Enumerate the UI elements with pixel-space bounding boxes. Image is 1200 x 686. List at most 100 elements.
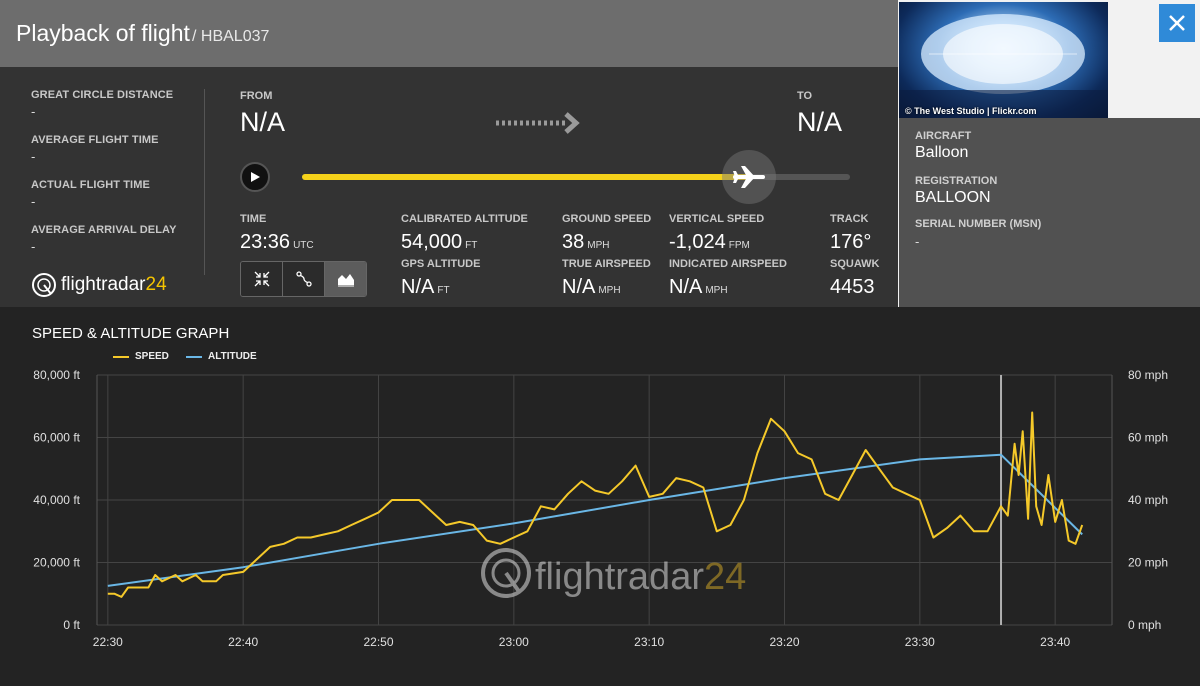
- registration-value: BALLOON: [915, 189, 991, 206]
- legend-altitude-label: ALTITUDE: [208, 351, 257, 362]
- x-tick-label: 23:00: [499, 635, 529, 649]
- time-label: TIME: [240, 213, 267, 225]
- logo-text-accent: 24: [145, 274, 167, 295]
- play-button[interactable]: [240, 162, 270, 192]
- x-tick-label: 22:50: [363, 635, 393, 649]
- y-right-tick-label: 20 mph: [1128, 556, 1168, 570]
- x-tick-label: 22:30: [93, 635, 123, 649]
- aircraft-value: Balloon: [915, 144, 969, 161]
- vertical-speed-unit: FPM: [728, 240, 750, 251]
- flight-number: / HBAL037: [192, 28, 270, 45]
- from-label: FROM: [240, 90, 273, 102]
- playback-progress-fill: [302, 174, 752, 180]
- legend-speed[interactable]: SPEED: [113, 351, 169, 362]
- route-view-button[interactable]: [283, 262, 325, 296]
- calibrated-altitude-label: CALIBRATED ALTITUDE: [401, 213, 528, 225]
- indicated-airspeed-number: N/A: [669, 276, 703, 298]
- y-right-tick-label: 60 mph: [1128, 431, 1168, 445]
- svg-text:flightradar24: flightradar24: [535, 556, 746, 598]
- stat-label: ACTUAL FLIGHT TIME: [31, 179, 150, 191]
- radar-icon: [32, 273, 56, 297]
- time-unit: UTC: [293, 240, 314, 251]
- y-right-tick-label: 40 mph: [1128, 493, 1168, 507]
- y-left-tick-label: 60,000 ft: [33, 431, 80, 445]
- stat-label: AVERAGE ARRIVAL DELAY: [31, 224, 177, 236]
- playback-handle[interactable]: [722, 150, 776, 204]
- playback-slider[interactable]: [302, 174, 850, 180]
- calibrated-altitude-value: 54,000 FT: [401, 231, 477, 254]
- play-icon: [251, 172, 260, 182]
- track-value: 176°: [830, 231, 872, 253]
- stat-value: -: [31, 149, 36, 164]
- collapse-view-button[interactable]: [241, 262, 283, 296]
- y-left-tick-label: 40,000 ft: [33, 493, 80, 507]
- x-tick-label: 23:40: [1040, 635, 1070, 649]
- calibrated-altitude-unit: FT: [465, 240, 478, 251]
- legend-altitude[interactable]: ALTITUDE: [186, 351, 257, 362]
- close-icon: [1169, 15, 1185, 31]
- time-number: 23:36: [240, 231, 291, 253]
- airplane-icon: [733, 166, 765, 188]
- true-airspeed-label: TRUE AIRSPEED: [562, 258, 651, 270]
- true-airspeed-value: N/A MPH: [562, 276, 621, 299]
- stat-label: GREAT CIRCLE DISTANCE: [31, 89, 174, 101]
- y-left-tick-label: 20,000 ft: [33, 556, 80, 570]
- aircraft-photo[interactable]: © The West Studio | Flickr.com: [899, 2, 1108, 118]
- vertical-speed-number: -1,024: [669, 231, 726, 253]
- y-right-tick-label: 0 mph: [1128, 618, 1161, 632]
- indicated-airspeed-value: N/A MPH: [669, 276, 728, 299]
- balloon-photo-image: [899, 14, 1108, 118]
- calibrated-altitude-number: 54,000: [401, 231, 463, 253]
- y-left-tick-label: 80,000 ft: [33, 368, 80, 382]
- page-title: Playback of flight: [16, 20, 190, 46]
- track-label: TRACK: [830, 213, 869, 225]
- flight-stats: GREAT CIRCLE DISTANCE - AVERAGE FLIGHT T…: [31, 89, 177, 269]
- aircraft-label: AIRCRAFT: [915, 130, 972, 142]
- indicated-airspeed-unit: MPH: [705, 285, 728, 296]
- indicated-airspeed-label: INDICATED AIRSPEED: [669, 258, 787, 270]
- true-airspeed-number: N/A: [562, 276, 596, 298]
- stat-average-arrival-delay: AVERAGE ARRIVAL DELAY -: [31, 224, 177, 254]
- to-value: N/A: [797, 107, 843, 137]
- stat-value: -: [31, 104, 36, 119]
- logo-text-main: flightradar: [61, 274, 146, 295]
- x-tick-label: 23:10: [634, 635, 664, 649]
- vertical-speed-value: -1,024 FPM: [669, 231, 750, 254]
- stat-average-flight-time: AVERAGE FLIGHT TIME -: [31, 134, 177, 164]
- header-bar: Playback of flight / HBAL037: [0, 0, 898, 67]
- gps-altitude-number: N/A: [401, 276, 435, 298]
- legend-speed-label: SPEED: [135, 351, 169, 362]
- close-button[interactable]: [1159, 4, 1195, 42]
- squawk-label: SQUAWK: [830, 258, 880, 270]
- to-label: TO: [797, 90, 813, 102]
- flightradar24-watermark: flightradar24: [481, 548, 746, 598]
- area-chart-icon: [337, 274, 354, 287]
- route-path-icon: [295, 271, 312, 287]
- speed-series-line: [107, 411, 1084, 598]
- stat-value: -: [31, 194, 36, 209]
- registration-label: REGISTRATION: [915, 175, 998, 187]
- photo-credit[interactable]: © The West Studio | Flickr.com: [905, 106, 1037, 116]
- ground-speed-label: GROUND SPEED: [562, 213, 652, 225]
- squawk-value: 4453: [830, 276, 875, 298]
- x-tick-label: 23:20: [769, 635, 799, 649]
- route-arrow-icon: [496, 112, 580, 134]
- altitude-series-line: [107, 453, 1083, 587]
- y-right-tick-label: 80 mph: [1128, 368, 1168, 382]
- divider: [204, 89, 205, 275]
- y-left-tick-label: 0 ft: [63, 618, 80, 632]
- flight-info-panel: GREAT CIRCLE DISTANCE - AVERAGE FLIGHT T…: [0, 67, 898, 307]
- x-tick-label: 23:30: [905, 635, 935, 649]
- graph-title: SPEED & ALTITUDE GRAPH: [32, 325, 230, 342]
- view-mode-toggle: [240, 261, 367, 297]
- serial-number-label: SERIAL NUMBER (MSN): [915, 218, 1042, 230]
- x-tick-label: 22:40: [228, 635, 258, 649]
- flightradar24-logo[interactable]: flightradar24: [31, 272, 167, 298]
- legend-speed-swatch: [113, 355, 129, 358]
- speed-altitude-chart[interactable]: 0 ft 20,000 ft 40,000 ft 60,000 ft 80,000 ft…: [0, 307, 1200, 686]
- gps-altitude-unit: FT: [437, 285, 450, 296]
- aircraft-details-panel: AIRCRAFT Balloon REGISTRATION BALLOON SE…: [899, 118, 1200, 307]
- graph-view-button[interactable]: [325, 262, 366, 296]
- serial-number-value: -: [915, 234, 920, 249]
